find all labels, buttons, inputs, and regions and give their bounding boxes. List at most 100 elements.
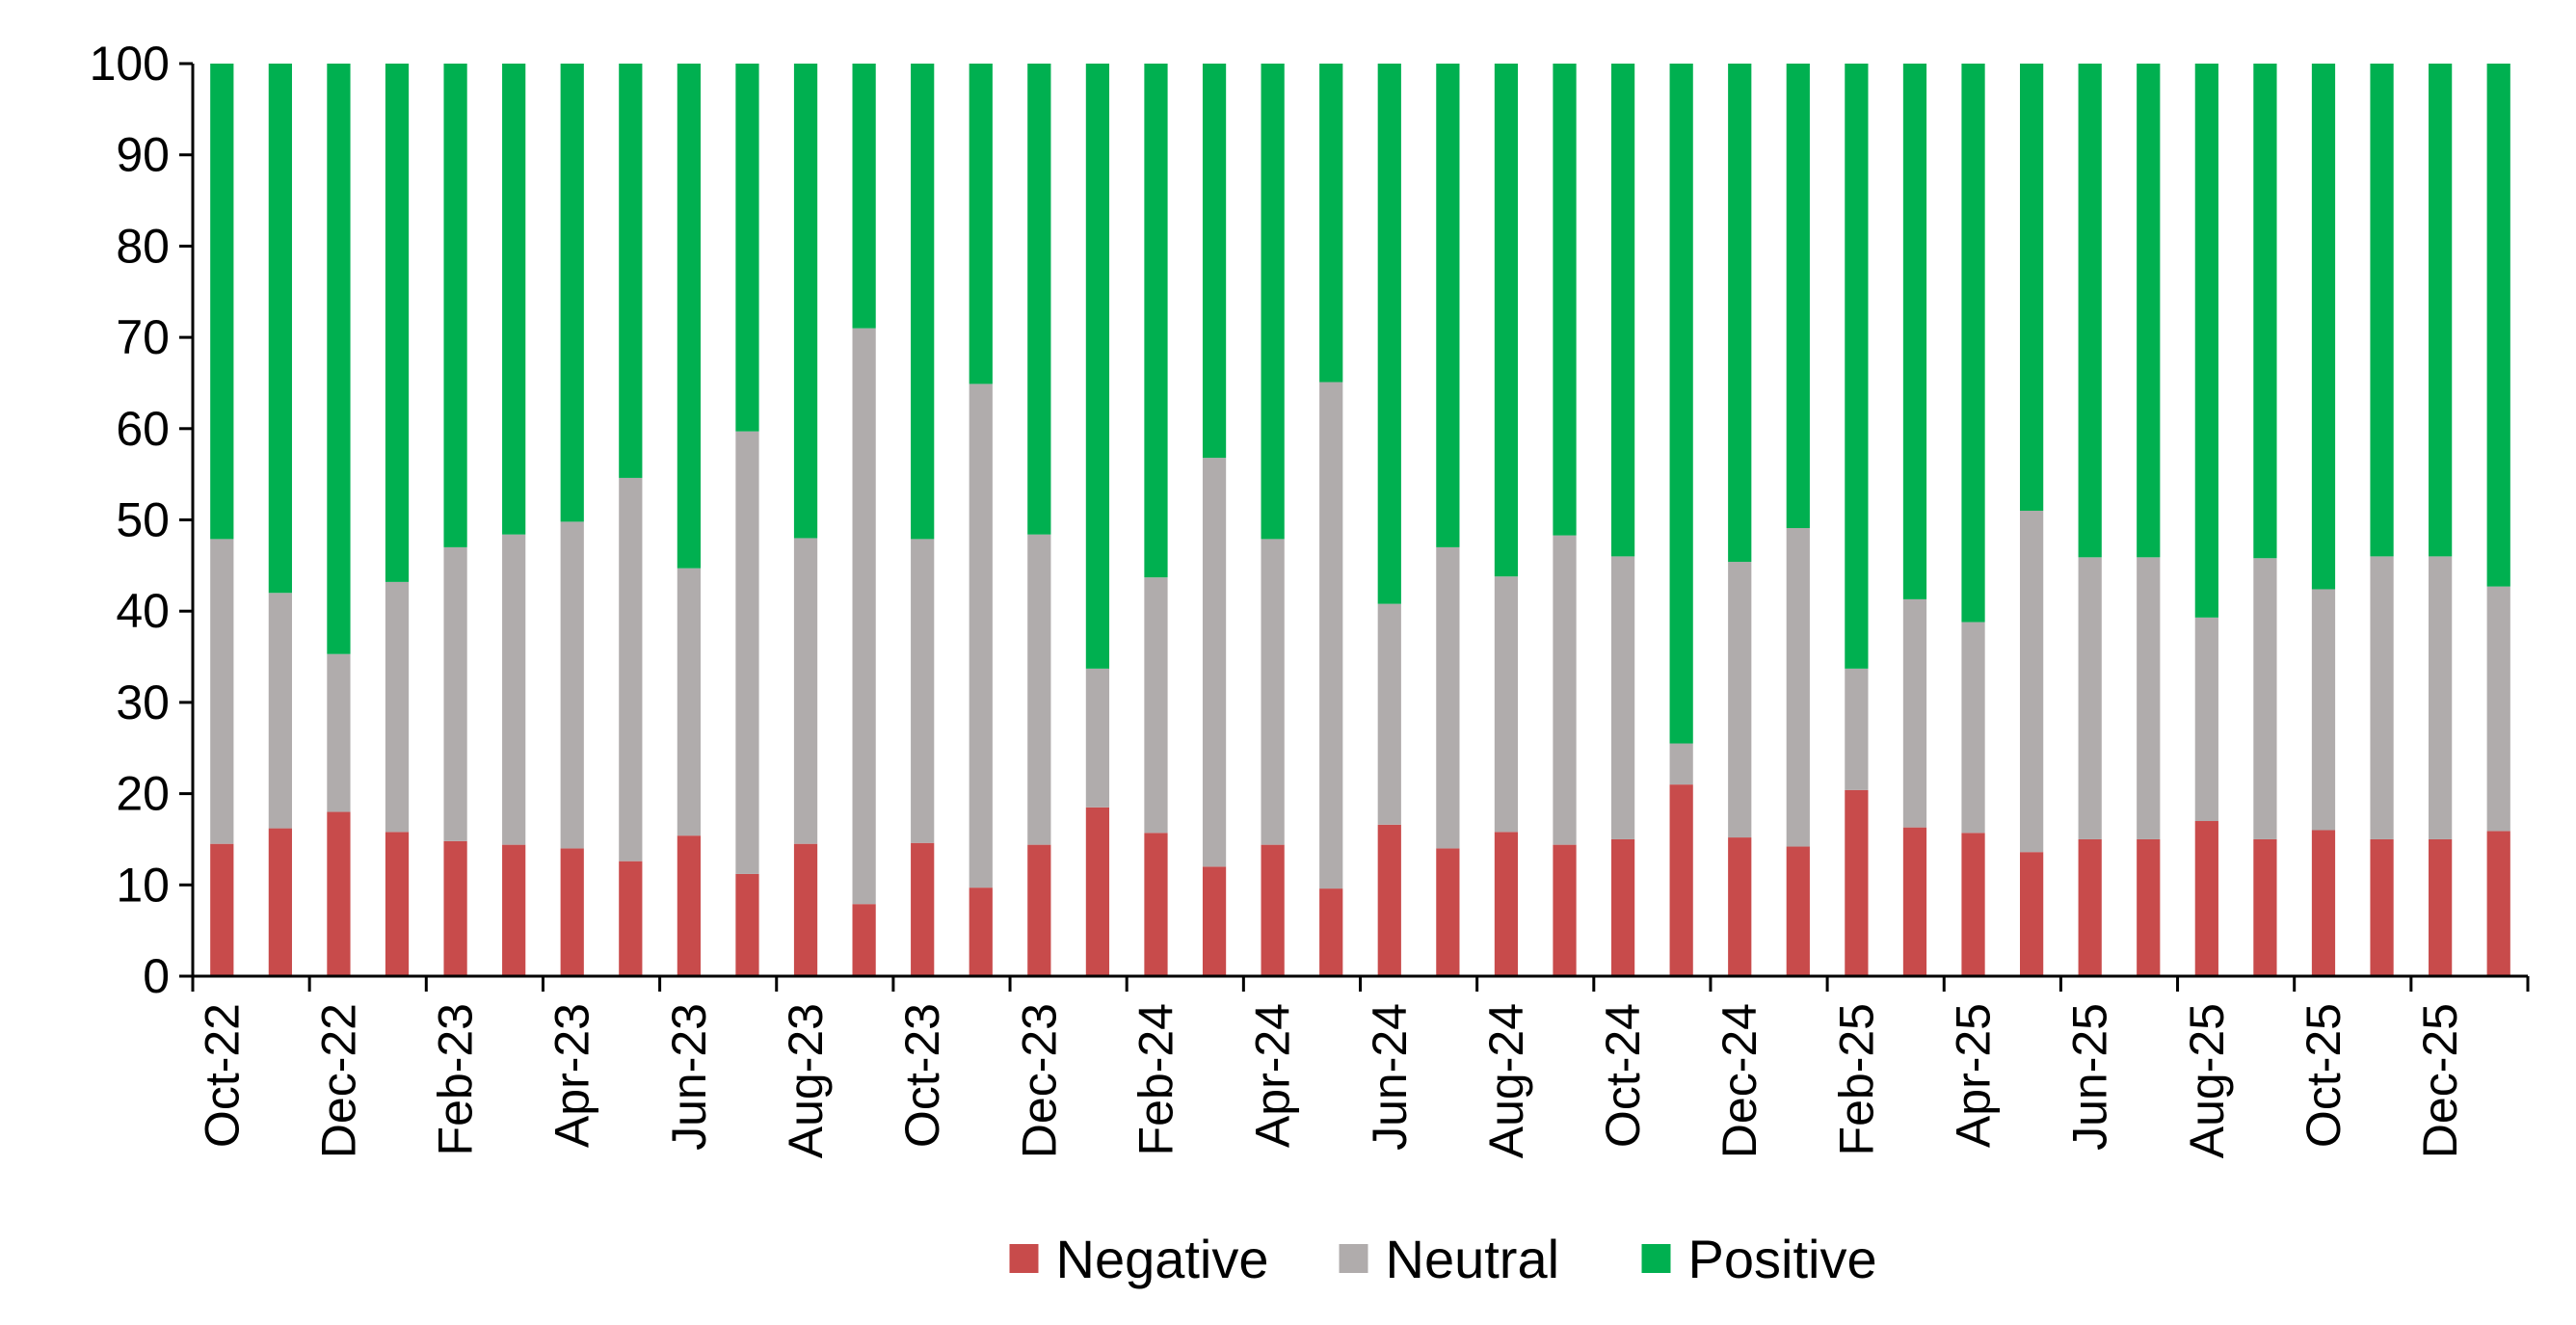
bar-positive-nov-25 [2370, 64, 2394, 557]
bar-negative-aug-25 [2194, 821, 2218, 976]
bar-neutral-mar-23 [502, 534, 526, 845]
bar-positive-may-24 [1319, 64, 1343, 383]
y-tick-label: 0 [143, 949, 170, 1003]
bar-negative-dec-25 [2429, 838, 2453, 976]
bar-negative-may-24 [1319, 888, 1343, 976]
bar-positive-sep-23 [852, 64, 876, 329]
bar-neutral-nov-25 [2370, 556, 2394, 839]
bar-neutral-may-23 [619, 477, 643, 861]
bar-negative-jun-24 [1377, 824, 1401, 976]
x-tick-label: Feb-24 [1129, 1003, 1182, 1155]
bar-neutral-dec-23 [1027, 534, 1051, 845]
y-tick-label: 40 [116, 584, 170, 638]
bar-neutral-oct-25 [2311, 589, 2336, 831]
legend-label-neutral: Neutral [1386, 1229, 1560, 1289]
bar-negative-jul-24 [1436, 848, 1460, 976]
bar-positive-oct-25 [2311, 64, 2336, 590]
x-tick-label: Feb-25 [1829, 1003, 1883, 1155]
bar-negative-jan-26 [2486, 831, 2510, 976]
y-tick-label: 10 [116, 858, 170, 912]
bar-neutral-oct-22 [210, 539, 234, 844]
legend: Negative Neutral Positive [1009, 1229, 1877, 1289]
bar-positive-mar-24 [1202, 64, 1227, 459]
axes: 0 10 20 30 40 50 60 70 80 90 100 Oct-22 Dec-22 Feb-23… [90, 37, 2530, 1158]
y-tick-label: 80 [116, 219, 170, 273]
legend-swatch-neutral [1339, 1244, 1368, 1273]
bar-negative-jul-23 [735, 873, 759, 976]
bar-neutral-aug-24 [1494, 576, 1519, 833]
bar-negative-oct-25 [2311, 830, 2336, 976]
legend-label-positive: Positive [1688, 1229, 1877, 1289]
bar-positive-may-25 [2020, 64, 2044, 512]
bar-neutral-may-24 [1319, 382, 1343, 889]
x-tick-label: Oct-24 [1596, 1003, 1650, 1148]
bar-positive-jul-23 [735, 64, 759, 432]
bar-negative-sep-24 [1553, 844, 1577, 976]
bar-neutral-jan-26 [2486, 586, 2510, 832]
bar-neutral-jan-25 [1786, 528, 1810, 847]
bar-neutral-dec-22 [327, 653, 351, 812]
x-tick-label: Apr-24 [1246, 1003, 1300, 1148]
bar-positive-feb-23 [443, 64, 467, 547]
bar-positive-mar-25 [1902, 64, 1927, 599]
bar-negative-sep-23 [852, 904, 876, 976]
bar-neutral-feb-24 [1144, 577, 1168, 834]
bar-negative-oct-24 [1610, 838, 1635, 976]
bar-neutral-jun-24 [1377, 603, 1401, 825]
bar-neutral-feb-23 [443, 546, 467, 841]
bar-neutral-jul-23 [735, 431, 759, 874]
legend-label-negative: Negative [1056, 1229, 1269, 1289]
bar-negative-oct-22 [210, 843, 234, 976]
bar-positive-aug-24 [1494, 64, 1519, 577]
bar-negative-apr-23 [560, 848, 584, 976]
bar-negative-jan-23 [385, 832, 410, 976]
bar-negative-nov-23 [969, 888, 993, 976]
bar-negative-feb-24 [1144, 833, 1168, 976]
bar-neutral-aug-25 [2194, 617, 2218, 822]
bar-negative-aug-23 [793, 843, 818, 976]
x-tick-label: Aug-25 [2180, 1003, 2234, 1158]
bar-neutral-mar-24 [1202, 458, 1227, 867]
bar-negative-apr-25 [1961, 833, 1985, 976]
x-tick-label: Oct-22 [195, 1003, 249, 1148]
bar-negative-jan-25 [1786, 846, 1810, 976]
bar-positive-dec-24 [1728, 64, 1752, 563]
bar-negative-apr-24 [1261, 844, 1285, 976]
bar-neutral-jan-23 [385, 581, 410, 833]
y-tick-label: 20 [116, 767, 170, 821]
bar-positive-jun-23 [677, 64, 701, 569]
bar-positive-jan-24 [1085, 64, 1110, 669]
bar-negative-mar-25 [1902, 827, 1927, 976]
y-tick-label: 30 [116, 676, 170, 729]
bar-positive-may-23 [619, 64, 643, 478]
bar-positive-apr-25 [1961, 64, 1985, 623]
legend-swatch-negative [1009, 1244, 1039, 1273]
bar-neutral-apr-25 [1961, 622, 1985, 834]
bar-negative-dec-22 [327, 811, 351, 976]
y-tick-label: 50 [116, 493, 170, 547]
bar-neutral-nov-22 [268, 593, 292, 829]
bar-positive-oct-22 [210, 64, 234, 540]
bar-neutral-jan-24 [1085, 668, 1110, 808]
bar-positive-oct-24 [1610, 64, 1635, 557]
y-tick-label: 60 [116, 402, 170, 456]
bar-negative-aug-24 [1494, 832, 1519, 976]
bar-neutral-nov-24 [1669, 743, 1693, 785]
bar-negative-may-25 [2020, 852, 2044, 976]
x-tick-label: Apr-25 [1947, 1003, 2001, 1148]
x-tick-label: Aug-24 [1479, 1003, 1533, 1158]
bar-neutral-mar-25 [1902, 598, 1927, 828]
x-tick-label: Feb-23 [429, 1003, 483, 1155]
bar-neutral-jul-24 [1436, 546, 1460, 849]
bar-positive-apr-24 [1261, 64, 1285, 540]
bar-negative-feb-23 [443, 840, 467, 976]
legend-swatch-positive [1641, 1244, 1671, 1273]
bar-neutral-apr-23 [560, 521, 584, 849]
bar-negative-sep-25 [2253, 838, 2277, 976]
bar-neutral-sep-25 [2253, 558, 2277, 839]
bar-negative-jan-24 [1085, 807, 1110, 976]
bar-negative-feb-25 [1845, 789, 1869, 976]
bar-neutral-may-25 [2020, 511, 2044, 853]
x-tick-label: Jun-24 [1363, 1003, 1417, 1151]
